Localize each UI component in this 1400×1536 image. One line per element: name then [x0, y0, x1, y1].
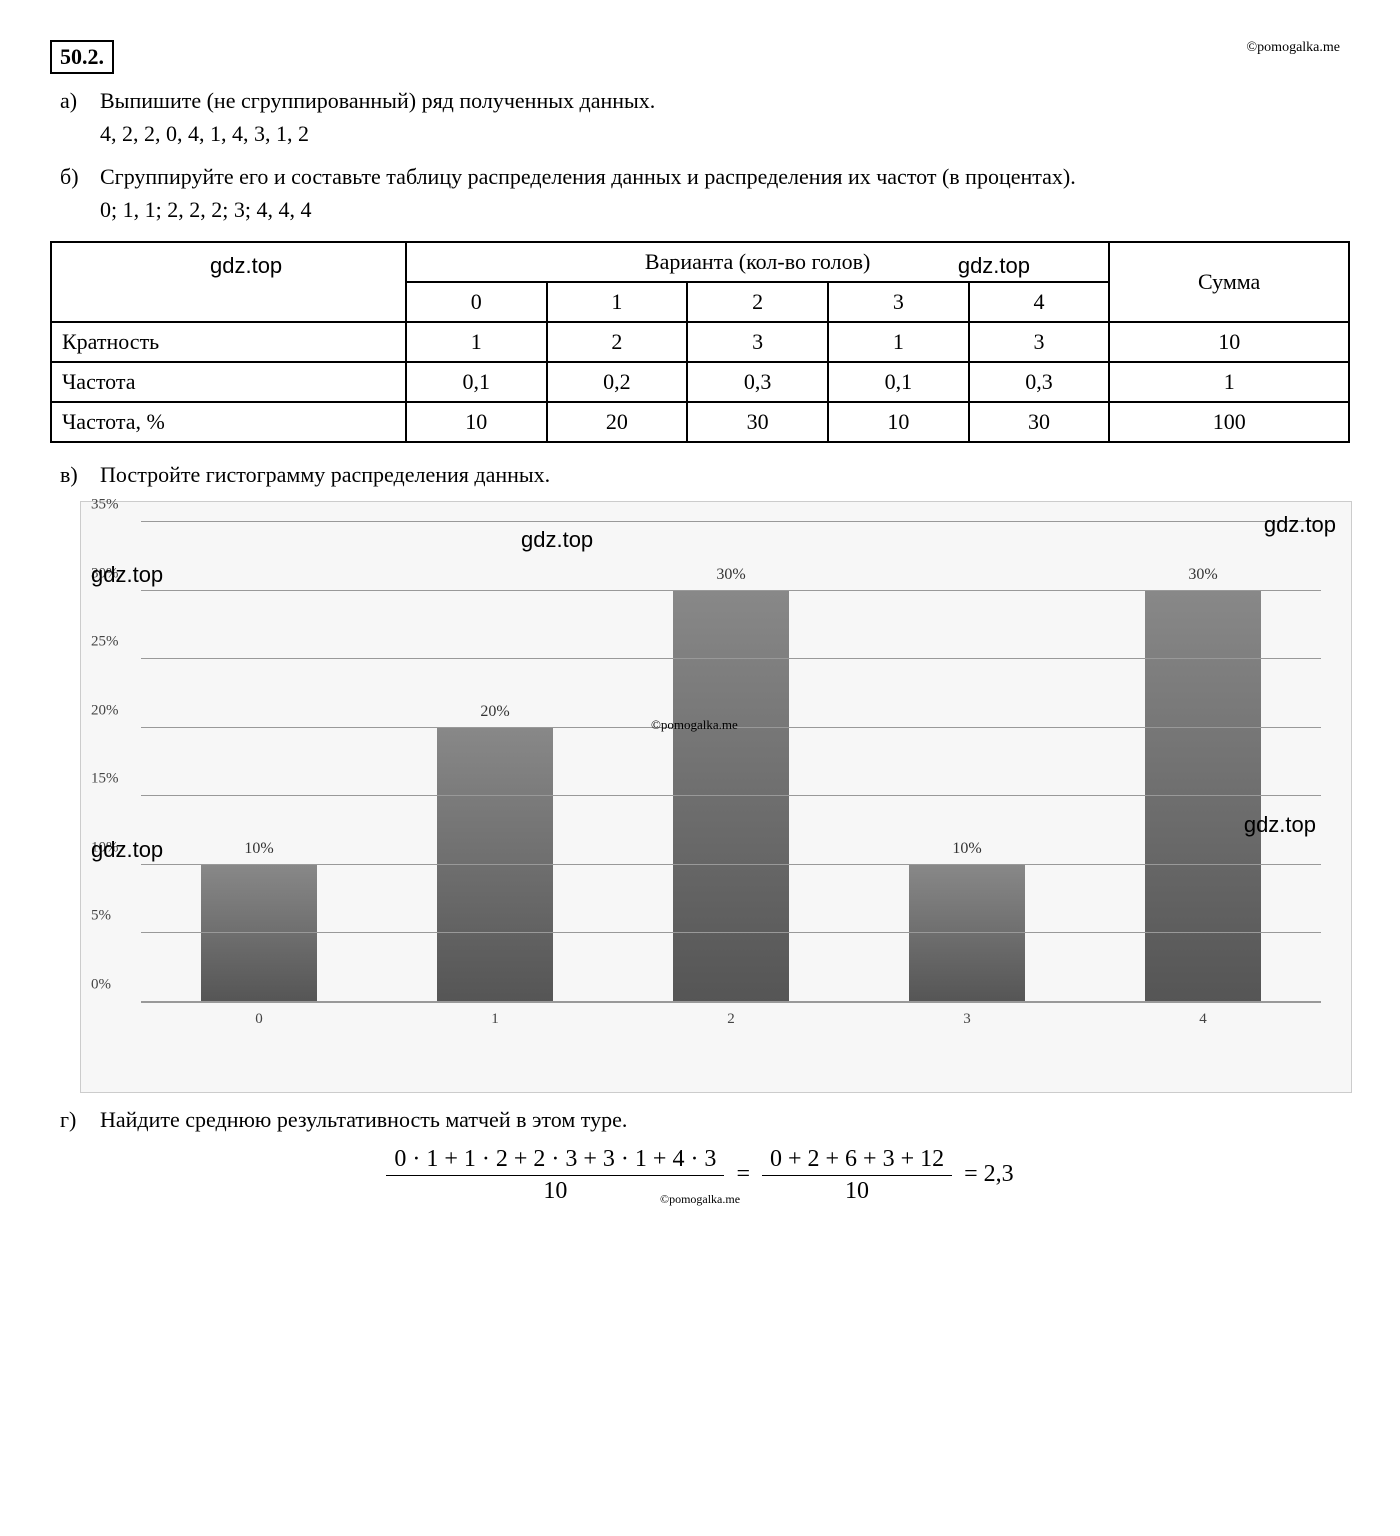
task-b: б) Сгруппируйте его и составьте таблицу … [100, 160, 1350, 226]
cell: 0,2 [547, 362, 688, 402]
variant-1: 1 [547, 282, 688, 322]
variant-0: 0 [406, 282, 547, 322]
gridline [141, 795, 1321, 796]
cell: 0,1 [828, 362, 969, 402]
gridline [141, 521, 1321, 522]
xtick-label: 3 [861, 1011, 1073, 1028]
task-letter-d: г) [60, 1103, 76, 1136]
ytick-label: 15% [91, 771, 119, 788]
ytick-label: 35% [91, 497, 119, 514]
cell: 10 [828, 402, 969, 442]
chart-watermark-1: gdz.top [1264, 512, 1336, 538]
table-row: Частота 0,1 0,2 0,3 0,1 0,3 1 [51, 362, 1349, 402]
table-watermark-1: gdz.top [210, 253, 282, 279]
task-c-text: Постройте гистограмму распределения данн… [100, 462, 550, 487]
gridline [141, 932, 1321, 933]
chart-watermark-5: gdz.top [1244, 812, 1316, 838]
cell: 0,3 [969, 362, 1110, 402]
numerator-2: 0 + 2 + 6 + 3 + 12 [762, 1146, 952, 1176]
task-letter-a: а) [60, 84, 77, 117]
task-d-text: Найдите среднюю результативность матчей … [100, 1107, 627, 1132]
bar-value-label: 10% [861, 840, 1073, 860]
cell-sum: 100 [1109, 402, 1349, 442]
chart-watermark-2: gdz.top [91, 562, 163, 588]
problem-number: 50.2. [50, 40, 114, 74]
row-label: Кратность [51, 322, 406, 362]
cell: 0,1 [406, 362, 547, 402]
cell: 3 [969, 322, 1110, 362]
cell: 2 [547, 322, 688, 362]
bar-value-label: 20% [389, 703, 601, 723]
chart-watermark-small: ©pomogalka.me [651, 717, 738, 733]
sum-header: Сумма [1109, 242, 1349, 322]
variant-4: 4 [969, 282, 1110, 322]
bar-wrap: 20% [389, 728, 601, 1002]
cell-sum: 10 [1109, 322, 1349, 362]
task-a-data: 4, 2, 2, 0, 4, 1, 4, 3, 1, 2 [100, 121, 309, 146]
task-d: г) Найдите среднюю результативность матч… [100, 1103, 1350, 1136]
mean-equation: 0 · 1 + 1 · 2 + 2 · 3 + 3 · 1 + 4 · 3 10… [50, 1146, 1350, 1205]
cell: 0,3 [687, 362, 828, 402]
variant-2: 2 [687, 282, 828, 322]
watermark-top: ©pomogalka.me [1247, 40, 1340, 56]
gridline [141, 658, 1321, 659]
equation-watermark: ©pomogalka.me [660, 1192, 740, 1207]
cell: 1 [828, 322, 969, 362]
numerator-1: 0 · 1 + 1 · 2 + 2 · 3 + 3 · 1 + 4 · 3 [386, 1146, 724, 1176]
cell: 1 [406, 322, 547, 362]
cell-sum: 1 [1109, 362, 1349, 402]
cell: 20 [547, 402, 688, 442]
chart-watermark-3: gdz.top [521, 527, 593, 553]
task-b-text: Сгруппируйте его и составьте таблицу рас… [100, 164, 1076, 189]
task-a: а) Выпишите (не сгруппированный) ряд пол… [100, 84, 1350, 150]
task-letter-b: б) [60, 160, 79, 193]
cell: 30 [969, 402, 1110, 442]
cell: 3 [687, 322, 828, 362]
gridline [141, 864, 1321, 865]
table-watermark-2: gdz.top [958, 253, 1030, 279]
result: 2,3 [984, 1161, 1014, 1187]
task-a-text: Выпишите (не сгруппированный) ряд получе… [100, 88, 655, 113]
xtick-label: 4 [1097, 1011, 1309, 1028]
task-letter-c: в) [60, 458, 78, 491]
cell: 30 [687, 402, 828, 442]
xtick-label: 2 [625, 1011, 837, 1028]
histogram-chart: 10%20%30%10%30% 0%5%10%15%20%25%30%35% 0… [80, 501, 1352, 1093]
bar-value-label: 30% [1097, 566, 1309, 586]
ytick-label: 25% [91, 634, 119, 651]
cell: 10 [406, 402, 547, 442]
xtick-label: 0 [153, 1011, 365, 1028]
bar-value-label: 30% [625, 566, 837, 586]
table-row: Кратность 1 2 3 1 3 10 [51, 322, 1349, 362]
chart-watermark-4: gdz.top [91, 837, 163, 863]
bar [437, 728, 554, 1002]
row-label: Частота, % [51, 402, 406, 442]
task-b-data: 0; 1, 1; 2, 2, 2; 3; 4, 4, 4 [100, 197, 311, 222]
variant-3: 3 [828, 282, 969, 322]
ytick-label: 5% [91, 908, 111, 925]
bar-value-label: 10% [153, 840, 365, 860]
ytick-label: 20% [91, 702, 119, 719]
xtick-label: 1 [389, 1011, 601, 1028]
task-c: в) Постройте гистограмму распределения д… [100, 458, 1350, 491]
denominator-2: 10 [762, 1176, 952, 1205]
ytick-label: 0% [91, 977, 111, 994]
gridline [141, 590, 1321, 591]
row-label: Частота [51, 362, 406, 402]
gridline [141, 1001, 1321, 1002]
table-row: Частота, % 10 20 30 10 30 100 [51, 402, 1349, 442]
